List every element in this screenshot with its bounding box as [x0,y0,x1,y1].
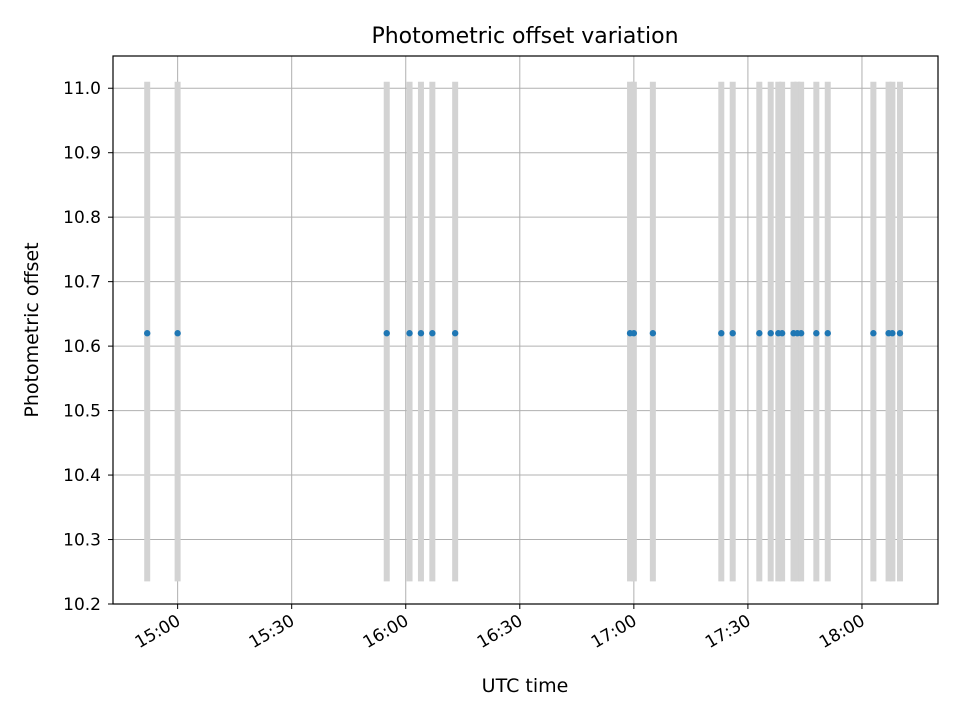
data-point [649,330,657,337]
data-point [813,330,820,337]
y-tick-label: 10.3 [63,531,101,551]
y-tick-label: 10.8 [63,208,101,228]
data-point [429,330,436,337]
data-point [630,330,638,337]
x-axis-label: UTC time [482,675,569,697]
data-point [824,330,831,337]
y-tick-label: 11.0 [63,79,101,99]
data-point [451,330,459,337]
y-tick-label: 10.4 [63,466,101,486]
data-point [756,330,763,337]
data-point [889,330,896,337]
data-point [383,330,390,337]
data-point [406,330,413,337]
y-tick-label: 10.9 [63,144,101,164]
y-tick-label: 10.2 [63,595,101,615]
data-point [729,330,736,337]
data-point [870,330,877,337]
y-tick-label: 10.6 [63,337,101,357]
data-point [896,330,904,337]
y-axis: 10.2 10.3 10.4 10.5 10.6 10.7 10.8 10.9 11.0 [63,79,113,615]
chart-title: Photometric offset variation [371,24,678,49]
data-point [174,330,181,337]
data-point [417,330,425,337]
plot-frame [112,55,939,605]
y-tick-label: 10.7 [63,273,101,293]
data-point [778,330,786,337]
data-point [144,330,151,337]
data-point [767,330,774,337]
data-point [718,330,725,337]
y-axis-label: Photometric offset [21,242,43,417]
data-point [797,330,805,337]
y-tick-label: 10.5 [63,402,101,422]
data-points [144,330,904,337]
